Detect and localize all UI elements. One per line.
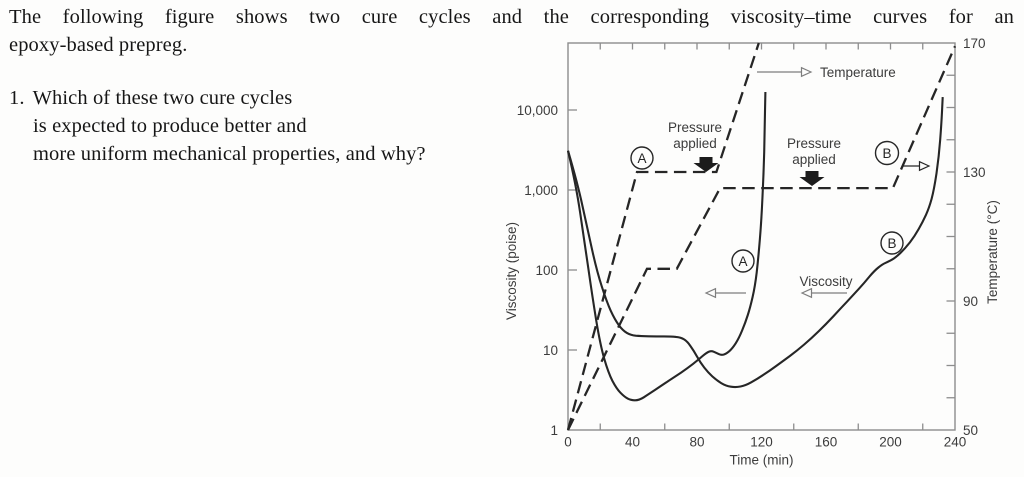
pressure-applied-a-line-1: Pressure bbox=[668, 120, 722, 135]
intro-line-1: The following figure shows two cure cycl… bbox=[9, 6, 1014, 28]
intro-paragraph: The following figure shows two cure cycl… bbox=[9, 3, 1014, 59]
pressure-applied-a-line-2: applied bbox=[673, 136, 717, 151]
pressure-applied-b-line-2: applied bbox=[792, 152, 836, 167]
temperature-pointer-arrow-head-icon bbox=[800, 66, 813, 78]
pressure-applied-b-line-1: Pressure bbox=[787, 136, 841, 151]
viscosity-pointer-arrow-a-head-icon bbox=[704, 287, 717, 299]
temperature-axis-tick-label: 50 bbox=[963, 423, 978, 438]
viscosity-curve-b bbox=[566, 97, 944, 389]
cycle-a-viscosity-badge-label: A bbox=[738, 254, 747, 269]
question-line-3: more uniform mechanical properties, and … bbox=[33, 143, 426, 165]
cycle-b-viscosity-badge-label: B bbox=[887, 236, 896, 251]
pressure-arrow-b-icon bbox=[799, 171, 825, 186]
viscosity-axis-tick-label: 10,000 bbox=[517, 103, 558, 118]
temperature-cycle-a bbox=[566, 42, 760, 431]
cycle-b-pointer-arrow-head-icon bbox=[918, 160, 931, 172]
viscosity-axis-tick-label: 1,000 bbox=[524, 183, 558, 198]
cycle-a-temperature-badge-label: A bbox=[637, 151, 646, 166]
x-axis-tick-label: 80 bbox=[689, 435, 704, 450]
viscosity-axis-title: Viscosity (poise) bbox=[504, 222, 519, 320]
x-axis-tick-label: 120 bbox=[750, 435, 773, 450]
question-line-1: 1. Which of these two cure cycles bbox=[9, 84, 426, 112]
x-axis-title: Time (min) bbox=[730, 453, 794, 468]
viscosity-curve-a bbox=[566, 91, 767, 402]
temperature-cycle-b bbox=[566, 45, 957, 431]
x-axis-tick-label: 160 bbox=[815, 435, 838, 450]
temperature-axis-tick-label: 130 bbox=[963, 165, 986, 180]
question-number: 1. bbox=[9, 87, 25, 109]
viscosity-axis-tick-label: 10 bbox=[543, 343, 558, 358]
question-line-1-text: Which of these two cure cycles bbox=[32, 87, 293, 109]
temperature-axis-tick-label: 170 bbox=[963, 36, 986, 51]
viscosity-axis-tick-label: 100 bbox=[535, 263, 558, 278]
temperature-axis-title: Temperature (°C) bbox=[985, 200, 1000, 304]
temperature-label: Temperature bbox=[820, 65, 896, 80]
viscosity-axis-tick-label: 1 bbox=[550, 423, 558, 438]
cycle-b-temperature-badge-label: B bbox=[882, 146, 891, 161]
question-line-2: is expected to produce better and bbox=[33, 115, 307, 137]
x-axis-tick-label: 240 bbox=[944, 435, 967, 450]
viscosity-pointer-arrow-b-head-icon bbox=[800, 287, 813, 299]
question-block: 1. Which of these two cure cycles is expe… bbox=[9, 84, 426, 168]
x-axis-tick-label: 0 bbox=[564, 435, 572, 450]
viscosity-label: Viscosity bbox=[799, 274, 852, 289]
cycle-a-viscosity-badge bbox=[731, 249, 755, 273]
x-axis-tick-label: 40 bbox=[625, 435, 640, 450]
intro-line-2: epoxy-based prepreg. bbox=[9, 34, 188, 56]
cycle-b-temperature-badge bbox=[874, 140, 900, 166]
pressure-arrow-a-icon bbox=[693, 157, 719, 172]
cycle-b-viscosity-badge bbox=[880, 231, 904, 255]
x-axis-tick-label: 200 bbox=[879, 435, 902, 450]
temperature-axis-tick-label: 90 bbox=[963, 294, 978, 309]
cycle-a-temperature-badge bbox=[630, 146, 654, 170]
